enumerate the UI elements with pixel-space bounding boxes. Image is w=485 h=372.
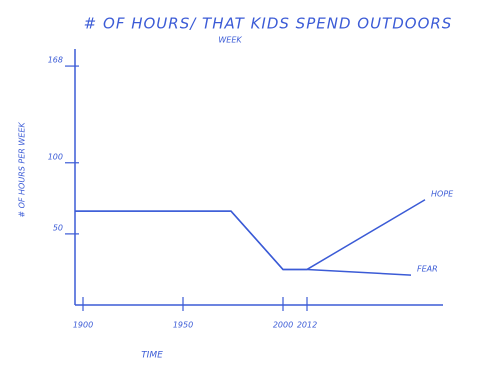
- y-tick-label: 100: [48, 152, 63, 161]
- y-tick-label: 168: [48, 56, 63, 65]
- x-tick-label: 1900: [73, 321, 93, 330]
- x-axis-label: TIME: [141, 351, 163, 361]
- series-label: FEAR: [417, 265, 438, 274]
- x-tick-label: 2012: [297, 321, 317, 330]
- x-tick-label: 2000: [273, 321, 293, 330]
- chart-title: # OF HOURS/ THAT KIDS SPEND OUTDOORS: [84, 15, 453, 33]
- series-line: [75, 199, 426, 271]
- y-tick-label: 50: [53, 223, 63, 232]
- title-note: WEEK: [218, 36, 242, 45]
- series-label: HOPE: [431, 189, 454, 198]
- series-line: [75, 210, 412, 276]
- x-tick-label: 1950: [173, 321, 193, 330]
- y-axis-label: # OF HOURS PER WEEK: [18, 122, 27, 218]
